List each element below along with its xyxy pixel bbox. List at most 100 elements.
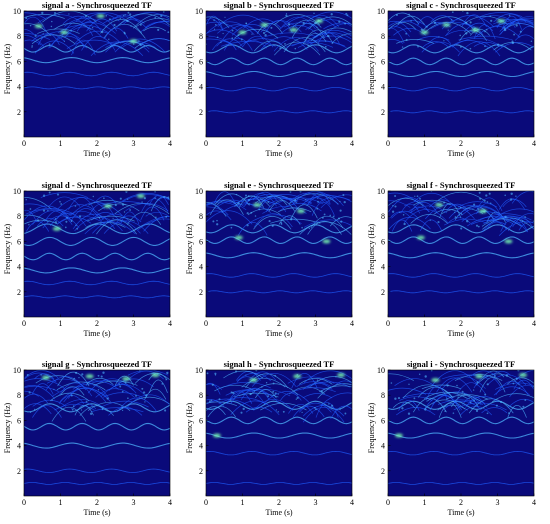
tf-speckle [486,412,489,415]
tf-arc [479,376,506,393]
tf-speckle [143,197,146,200]
tf-speckle [135,394,137,397]
tf-speckle [464,30,466,33]
tf-arc [54,403,95,411]
tf-speckle [213,28,216,30]
tf-speckle [524,399,527,402]
tf-arc [291,39,345,47]
tf-speckle [230,391,233,394]
tf-speckle [129,209,132,211]
tf-arc [260,20,302,33]
tf-speckle [165,379,167,381]
tf-speckle [262,31,266,35]
tf-arc [400,203,421,214]
tf-arc [308,35,352,47]
tf-arc [402,393,455,398]
tf-arc [458,35,513,41]
subplot-1: 0 1 2 3 4 2 4 6 8 10 signal a - Synchrosqueezed TF… [3,0,172,158]
tf-speckle [161,383,164,385]
tf-speckle [342,193,345,197]
tf-speckle [429,219,432,221]
tf-content [388,191,534,294]
tf-arc [31,34,76,45]
tf-speckle [477,225,480,228]
tf-speckle [157,28,160,31]
tf-speckle [402,214,405,216]
tf-arc [116,215,142,223]
tf-arc [91,407,144,413]
tf-speckle [216,223,219,226]
x-tick-label: 0 [22,498,26,507]
tf-speckle [344,22,347,25]
tf-speckle [460,46,462,48]
tf-arc [217,24,259,34]
x-tick-label: 0 [204,498,208,507]
hot-spot [478,209,487,214]
tf-arc [298,378,333,385]
tf-speckle [267,200,270,204]
tf-speckle [220,41,222,44]
ridge-line [388,44,534,54]
tf-speckle [214,23,217,26]
tf-arc [273,37,319,52]
tf-arc [495,382,534,390]
tf-speckle [321,216,324,219]
x-axis-label: Time (s) [83,329,110,338]
tf-speckle [308,227,311,230]
y-tick-label: 2 [17,467,21,476]
tf-arc [428,36,452,44]
tf-arc [96,219,137,235]
tf-speckle [141,201,143,203]
tf-arc [444,218,491,226]
tf-speckle [465,21,468,24]
y-tick-label: 8 [17,391,21,400]
tf-arc [302,393,333,399]
tf-speckle [390,382,393,384]
x-tick-label: 1 [59,319,63,328]
x-axis-label: Time (s) [265,149,292,158]
x-tick-label: 1 [241,319,245,328]
y-tick-label: 2 [381,467,385,476]
tf-arc [388,26,410,37]
tf-arc [306,193,344,207]
tf-arc [388,20,412,33]
tf-arc [443,400,482,411]
tf-arc [126,394,170,409]
x-tick-label: 4 [350,139,354,148]
tf-speckle [60,203,63,205]
tf-speckle [105,15,108,17]
tf-speckle [394,397,397,400]
tf-speckle [274,374,277,377]
tf-arc [26,208,75,215]
tf-speckle [251,33,253,35]
tf-speckle [345,12,348,15]
hot-spot [234,235,243,240]
tf-arc [79,405,114,416]
tf-arc [24,33,51,40]
tf-speckle [289,191,292,193]
hot-spot [296,209,305,214]
tf-arc [24,385,59,392]
tf-speckle [230,226,233,229]
x-tick-label: 3 [132,498,136,507]
tf-speckle [418,373,421,375]
tf-speckle [486,201,489,203]
tf-speckle [121,406,124,409]
tf-arc [501,15,523,30]
tf-arc [392,401,416,409]
tf-arc [426,392,481,402]
tf-speckle [78,215,82,218]
tf-speckle [211,383,214,386]
ridge-line [388,273,534,278]
y-tick-label: 2 [17,108,21,117]
y-tick-label: 8 [17,212,21,221]
tf-speckle [72,405,75,407]
tf-speckle [405,38,408,41]
tf-speckle [403,222,406,226]
ridge-line [24,252,170,261]
tf-speckle [144,401,146,403]
tf-arc [451,395,479,407]
tf-speckle [314,21,317,25]
tf-speckle [488,192,491,195]
y-axis-label: Frequency (Hz) [367,223,376,274]
